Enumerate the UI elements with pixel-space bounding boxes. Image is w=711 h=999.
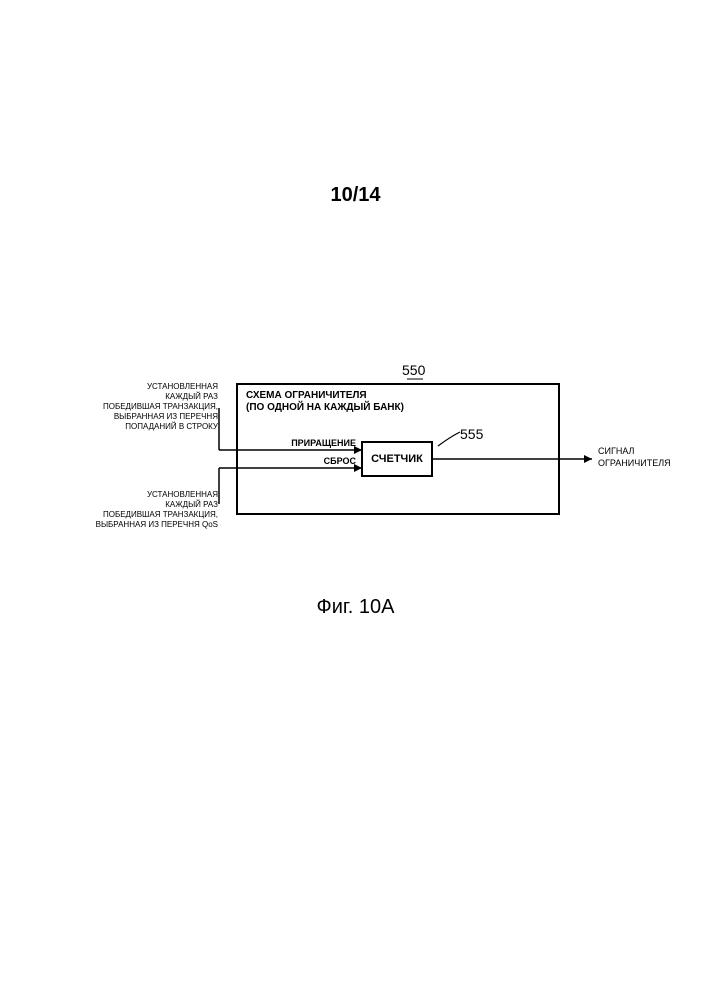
diagram-svg [0,0,711,999]
page: 10/14 Фиг. 10A 550 555 СХЕМА ОГРАНИЧИТЕЛ… [0,0,711,999]
counter-box [362,442,432,476]
arrow-output [584,455,592,463]
arrow-increment [354,446,362,454]
arrow-reset [354,464,362,472]
outer-box [237,384,559,514]
ref-counter-hook [438,432,460,446]
